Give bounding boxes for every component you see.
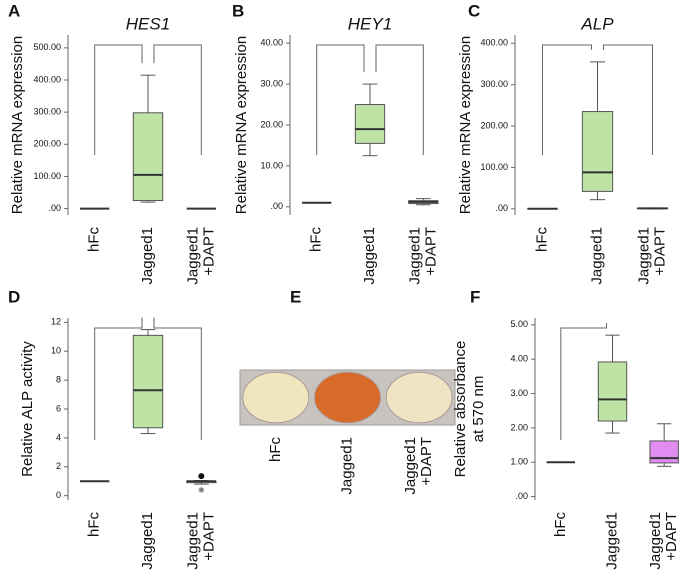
y-tick-label: 4 xyxy=(56,432,61,442)
y-tick-label: 300.00 xyxy=(480,79,508,89)
x-tick-label: +DAPT xyxy=(200,227,217,276)
y-axis-label: Relative absorbance xyxy=(452,341,469,478)
panel-label: D xyxy=(8,287,20,306)
x-tick-label: hFc xyxy=(308,227,325,253)
y-tick-label: 300.00 xyxy=(33,107,61,117)
x-tick-label: Jagged1 xyxy=(647,512,664,570)
panel-label: E xyxy=(290,287,301,306)
significance-bracket xyxy=(560,323,607,440)
x-tick-label: Jagged1 xyxy=(402,437,419,495)
x-tick-label: +DAPT xyxy=(663,512,680,561)
box xyxy=(581,111,614,192)
y-tick-label: 20.00 xyxy=(260,119,283,129)
x-tick-label: Jagged1 xyxy=(361,227,378,285)
y-tick-label: 4.00 xyxy=(510,354,528,364)
significance-bracket xyxy=(542,44,592,155)
chart-title: HEY1 xyxy=(348,14,392,33)
y-tick-label: 40.00 xyxy=(260,38,283,48)
y-tick-label: 200.00 xyxy=(33,139,61,149)
y-tick-label: 10.00 xyxy=(260,160,283,170)
x-tick-label: hFc xyxy=(86,227,103,253)
panel-label: B xyxy=(232,1,244,20)
x-tick-label: Jagged1 xyxy=(184,227,201,285)
y-axis-label: Relative mRNA expression xyxy=(9,36,26,214)
outlier xyxy=(198,486,205,493)
y-axis-label: at 570 nm xyxy=(470,376,487,443)
significance-bracket xyxy=(94,44,143,155)
well xyxy=(242,371,310,424)
significance-bracket xyxy=(375,44,424,155)
x-tick-label: +DAPT xyxy=(651,227,668,276)
panel-label: A xyxy=(8,1,20,20)
y-tick-label: 12 xyxy=(51,317,61,327)
outlier xyxy=(198,473,205,480)
y-tick-label: 2.00 xyxy=(510,422,528,432)
x-tick-label: hFc xyxy=(86,512,103,538)
y-tick-label: 400.00 xyxy=(480,38,508,48)
x-tick-label: Jagged1 xyxy=(139,512,156,570)
x-tick-label: Jagged1 xyxy=(588,227,605,285)
x-tick-label: hFc xyxy=(533,227,550,253)
chart-title: HES1 xyxy=(126,14,170,33)
chart-title: ALP xyxy=(580,14,614,33)
y-tick-label: .00 xyxy=(515,491,528,501)
well xyxy=(385,371,453,424)
y-tick-label: 2 xyxy=(56,461,61,471)
y-tick-label: 100.00 xyxy=(33,171,61,181)
x-tick-label: hFc xyxy=(267,437,284,463)
y-tick-label: 5.00 xyxy=(510,319,528,329)
significance-bracket xyxy=(153,44,202,155)
x-tick-label: +DAPT xyxy=(200,512,217,561)
panel-label: F xyxy=(470,287,480,306)
y-tick-label: 3.00 xyxy=(510,388,528,398)
y-tick-label: 1.00 xyxy=(510,457,528,467)
x-tick-label: Jagged1 xyxy=(184,512,201,570)
y-tick-label: 8 xyxy=(56,374,61,384)
y-tick-label: .00 xyxy=(48,203,61,213)
x-tick-label: +DAPT xyxy=(418,437,435,486)
x-tick-label: Jagged1 xyxy=(338,437,355,495)
y-axis-label: Relative mRNA expression xyxy=(457,36,474,214)
y-tick-label: 400.00 xyxy=(33,74,61,84)
box xyxy=(354,104,386,144)
panel-label: C xyxy=(468,1,480,20)
x-tick-label: hFc xyxy=(552,512,569,538)
y-tick-label: .00 xyxy=(270,201,283,211)
y-axis-label: Relative ALP activity xyxy=(19,341,36,477)
box xyxy=(132,112,164,202)
significance-bracket xyxy=(603,44,653,155)
y-tick-label: 200.00 xyxy=(480,120,508,130)
x-tick-label: Jagged1 xyxy=(406,227,423,285)
y-axis-label: Relative mRNA expression xyxy=(233,36,250,214)
box xyxy=(649,440,679,464)
x-tick-label: Jagged1 xyxy=(139,227,156,285)
y-tick-label: 100.00 xyxy=(480,162,508,172)
y-tick-label: 0 xyxy=(56,490,61,500)
significance-bracket xyxy=(316,44,365,155)
x-tick-label: Jagged1 xyxy=(635,227,652,285)
box xyxy=(597,361,628,422)
x-tick-label: Jagged1 xyxy=(603,512,620,570)
y-tick-label: 10 xyxy=(51,346,61,356)
significance-bracket xyxy=(153,317,202,440)
significance-bracket xyxy=(94,317,143,440)
y-tick-label: 500.00 xyxy=(33,42,61,52)
y-tick-label: 30.00 xyxy=(260,78,283,88)
y-tick-label: .00 xyxy=(495,203,508,213)
box xyxy=(132,334,164,429)
x-tick-label: +DAPT xyxy=(422,227,439,276)
well xyxy=(314,371,381,424)
y-tick-label: 6 xyxy=(56,403,61,413)
